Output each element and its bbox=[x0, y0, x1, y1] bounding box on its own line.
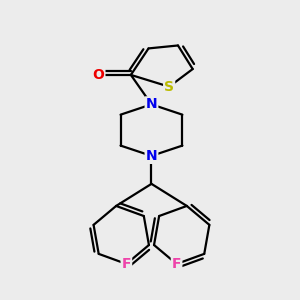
Text: S: S bbox=[164, 80, 174, 94]
Text: F: F bbox=[122, 257, 131, 271]
Text: F: F bbox=[172, 257, 181, 271]
Text: N: N bbox=[146, 98, 157, 111]
Text: O: O bbox=[92, 68, 104, 82]
Text: N: N bbox=[146, 149, 157, 163]
